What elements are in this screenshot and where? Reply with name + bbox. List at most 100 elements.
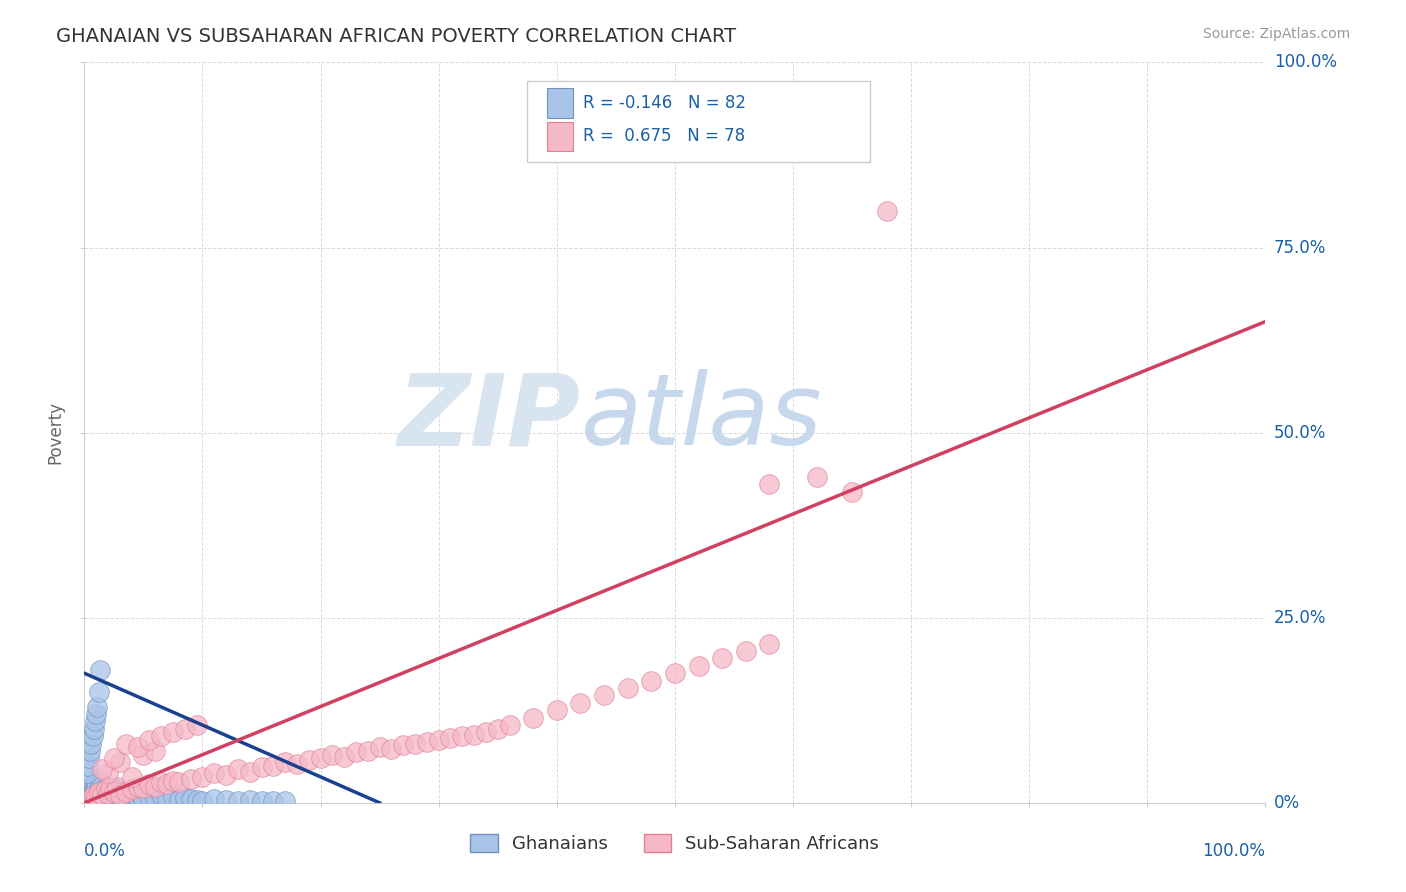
Point	[108, 792, 131, 806]
Point	[89, 663, 111, 677]
Point	[250, 760, 273, 774]
Point	[180, 792, 202, 806]
Point	[127, 740, 149, 755]
Point	[103, 785, 125, 799]
Point	[758, 477, 780, 491]
Point	[121, 789, 143, 804]
Point	[616, 681, 638, 695]
Point	[84, 792, 107, 806]
Point	[156, 792, 179, 806]
Point	[321, 747, 343, 762]
Point	[333, 750, 356, 764]
Point	[103, 751, 125, 765]
Point	[344, 746, 367, 760]
Point	[104, 789, 127, 804]
Text: 100.0%: 100.0%	[1274, 54, 1337, 71]
Point	[688, 658, 710, 673]
Point	[522, 711, 544, 725]
Point	[298, 753, 321, 767]
Point	[122, 787, 145, 801]
Point	[486, 722, 509, 736]
Point	[84, 780, 107, 794]
Point	[77, 785, 100, 799]
Point	[129, 789, 152, 803]
Point	[97, 789, 120, 804]
Point	[262, 758, 284, 772]
Point	[138, 777, 160, 791]
Point	[215, 767, 238, 781]
Point	[439, 731, 461, 745]
Point	[94, 792, 117, 806]
Text: 75.0%: 75.0%	[1274, 238, 1326, 257]
Point	[309, 751, 332, 765]
Point	[162, 725, 184, 739]
Point	[105, 785, 128, 799]
Point	[87, 789, 110, 804]
Point	[156, 777, 179, 791]
Point	[132, 747, 155, 762]
Point	[110, 789, 132, 804]
Point	[416, 735, 439, 749]
Point	[569, 696, 592, 710]
Point	[86, 789, 108, 803]
Point	[150, 729, 173, 743]
Point	[87, 785, 110, 799]
Point	[162, 773, 184, 788]
Point	[90, 791, 112, 805]
Point	[191, 794, 214, 808]
Point	[132, 780, 155, 795]
Point	[150, 789, 173, 803]
Point	[79, 792, 101, 806]
Point	[357, 744, 380, 758]
Point	[108, 787, 131, 801]
Point	[138, 789, 160, 804]
Point	[84, 775, 107, 789]
Point	[121, 782, 143, 797]
Point	[83, 789, 105, 803]
Point	[202, 766, 225, 780]
Point	[108, 789, 131, 803]
Point	[127, 780, 149, 794]
Point	[368, 740, 391, 755]
Point	[101, 787, 124, 801]
Point	[186, 793, 208, 807]
Point	[94, 780, 117, 795]
Point	[84, 714, 107, 729]
Point	[498, 718, 520, 732]
Point	[143, 744, 166, 758]
Point	[114, 737, 136, 751]
Point	[91, 789, 114, 803]
Text: R =  0.675   N = 78: R = 0.675 N = 78	[582, 128, 745, 145]
Point	[84, 706, 107, 721]
Point	[96, 787, 118, 801]
Point	[226, 794, 249, 808]
Point	[380, 742, 402, 756]
Point	[77, 758, 100, 772]
Point	[404, 737, 426, 751]
Point	[546, 703, 568, 717]
Point	[114, 785, 136, 799]
Point	[173, 722, 195, 736]
Point	[226, 763, 249, 777]
Text: 25.0%: 25.0%	[1274, 608, 1326, 627]
Point	[285, 757, 308, 772]
Legend: Ghanaians, Sub-Saharan Africans: Ghanaians, Sub-Saharan Africans	[463, 827, 887, 861]
Point	[76, 789, 98, 803]
Point	[79, 780, 101, 795]
Point	[89, 787, 111, 801]
FancyBboxPatch shape	[547, 121, 574, 152]
Point	[91, 789, 114, 803]
Point	[274, 794, 297, 808]
Point	[806, 470, 828, 484]
Point	[94, 782, 117, 797]
Point	[876, 203, 898, 218]
Text: GHANAIAN VS SUBSAHARAN AFRICAN POVERTY CORRELATION CHART: GHANAIAN VS SUBSAHARAN AFRICAN POVERTY C…	[56, 27, 737, 45]
Point	[84, 780, 107, 795]
Point	[191, 770, 214, 784]
Point	[79, 744, 101, 758]
Point	[841, 484, 863, 499]
Text: 0.0%: 0.0%	[84, 842, 127, 860]
Point	[758, 637, 780, 651]
Point	[132, 792, 155, 806]
Point	[83, 722, 105, 736]
